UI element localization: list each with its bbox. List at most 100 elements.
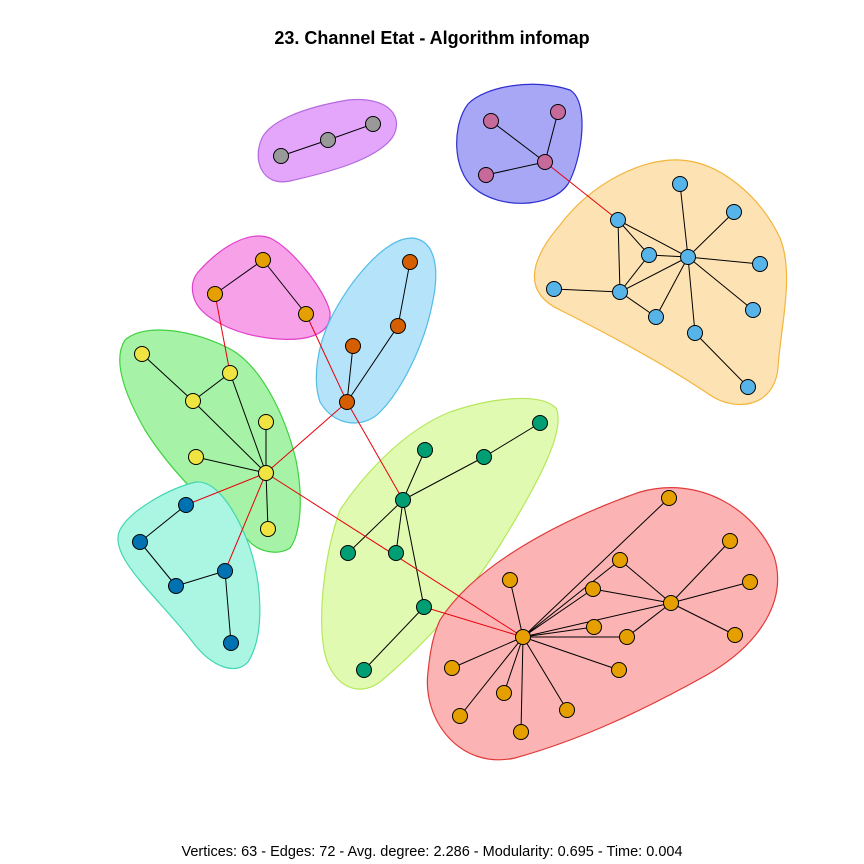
graph-node: [740, 379, 756, 395]
intra-community-edge: [617, 219, 689, 258]
graph-node: [641, 247, 657, 263]
intra-community-edge: [670, 581, 751, 604]
graph-node: [223, 635, 239, 651]
graph-node: [258, 465, 274, 481]
graph-node: [496, 685, 512, 701]
graph-node: [365, 116, 381, 132]
intra-community-edge: [670, 602, 736, 636]
intra-community-edge: [522, 497, 670, 638]
intra-community-edge: [224, 570, 232, 644]
intra-community-edge: [522, 636, 568, 711]
graph-node: [134, 346, 150, 362]
intra-community-edge: [402, 449, 426, 501]
graph-node: [258, 414, 274, 430]
intra-community-edge: [687, 256, 761, 265]
graph-node: [339, 394, 355, 410]
graph-node: [390, 318, 406, 334]
graph-node: [260, 521, 276, 537]
graph-node: [610, 212, 626, 228]
graph-node: [612, 284, 628, 300]
intra-community-edge: [670, 540, 731, 604]
intra-community-edge: [363, 606, 425, 671]
graph-node: [612, 552, 628, 568]
graph-node: [742, 574, 758, 590]
intra-community-edge: [485, 161, 546, 176]
figure-footer: Vertices: 63 - Edges: 72 - Avg. degree: …: [181, 844, 683, 860]
intra-community-edge: [592, 588, 672, 604]
graph-nodes: [132, 104, 768, 740]
graph-node: [273, 148, 289, 164]
intra-community-edge: [347, 499, 404, 554]
intra-community-edge: [522, 588, 594, 638]
graph-node: [546, 281, 562, 297]
intra-community-edge: [262, 259, 307, 315]
graph-node: [532, 415, 548, 431]
intra-community-edge: [679, 183, 689, 258]
graph-node: [320, 132, 336, 148]
graph-node: [483, 113, 499, 129]
graph-node: [132, 534, 148, 550]
intra-community-edge: [655, 256, 689, 318]
graph-node: [515, 629, 531, 645]
inter-community-edge: [265, 401, 348, 474]
graph-node: [478, 167, 494, 183]
graph-node: [727, 627, 743, 643]
graph-node: [255, 252, 271, 268]
intra-community-edge: [280, 139, 329, 157]
graph-node: [672, 176, 688, 192]
community-hull-light-blue: [315, 237, 437, 424]
inter-community-edge: [185, 472, 267, 506]
graph-node: [168, 578, 184, 594]
graph-node: [752, 256, 768, 272]
intra-community-edge: [459, 636, 524, 717]
graph-node: [452, 708, 468, 724]
intra-community-edge: [619, 256, 689, 293]
intra-community-edge: [395, 499, 404, 554]
community-hull-orange-sky: [533, 159, 788, 406]
intra-community-edge: [139, 504, 187, 543]
intra-community-edge: [503, 636, 524, 694]
inter-community-edge: [224, 472, 267, 572]
graph-node: [222, 365, 238, 381]
intra-community-edge: [192, 400, 267, 474]
intra-community-edge: [687, 256, 696, 334]
graph-node: [663, 595, 679, 611]
inter-community-edge: [423, 606, 524, 638]
graph-node: [661, 490, 677, 506]
figure-title: 23. Channel Etat - Algorithm infomap: [274, 28, 590, 48]
intra-community-edge: [265, 472, 269, 530]
graph-node: [550, 104, 566, 120]
graph-edges: [139, 111, 761, 733]
intra-community-edge: [229, 372, 267, 474]
intra-community-edge: [397, 261, 411, 327]
graph-node: [356, 662, 372, 678]
community-hull-magenta: [191, 235, 331, 340]
intra-community-edge: [626, 602, 672, 638]
graph-node: [402, 254, 418, 270]
graph-node: [388, 545, 404, 561]
intra-community-edge: [483, 422, 541, 458]
community-hull-red: [426, 487, 779, 761]
intra-community-edge: [214, 259, 264, 295]
inter-community-edge: [544, 161, 619, 221]
graph-node: [611, 662, 627, 678]
graph-node: [178, 497, 194, 513]
graph-node: [185, 393, 201, 409]
intra-community-edge: [141, 353, 194, 402]
graph-node: [217, 563, 233, 579]
inter-community-edge: [305, 313, 348, 403]
graph-node: [619, 629, 635, 645]
intra-community-edge: [694, 332, 749, 388]
graph-node: [726, 204, 742, 220]
intra-community-edge: [687, 211, 735, 258]
intra-community-edge: [617, 219, 621, 293]
graph-node: [559, 702, 575, 718]
intra-community-edge: [619, 559, 672, 604]
intra-community-edge: [402, 499, 425, 608]
intra-community-edge: [509, 579, 524, 638]
graph-node: [444, 660, 460, 676]
graph-node: [537, 154, 553, 170]
graph-node: [298, 306, 314, 322]
graph-node: [476, 449, 492, 465]
intra-community-edge: [451, 636, 524, 669]
